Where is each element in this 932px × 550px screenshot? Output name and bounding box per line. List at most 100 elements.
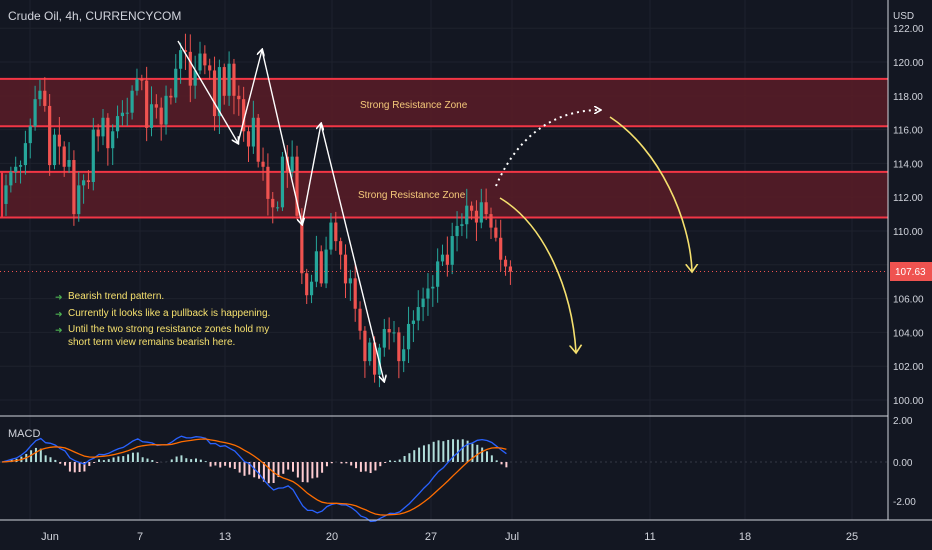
candle-body: [416, 307, 420, 321]
candle-body: [77, 185, 81, 215]
candle-body: [261, 161, 265, 167]
candle-body: [14, 166, 18, 172]
zone-label-lower: Strong Resistance Zone: [358, 190, 466, 201]
candle-body: [397, 332, 401, 362]
candle-body: [246, 131, 251, 147]
time-tick-label: 18: [739, 531, 751, 543]
candle-body: [125, 112, 129, 114]
candle-body: [343, 254, 348, 284]
zigzag-leg-3: [261, 49, 302, 224]
zone-label-upper: Strong Resistance Zone: [360, 100, 468, 111]
candle-body: [67, 160, 71, 167]
candle-body: [353, 278, 357, 309]
candle-body: [324, 249, 328, 284]
candle-body: [402, 349, 406, 362]
candle-body: [266, 166, 270, 199]
candle-body: [43, 90, 47, 106]
candle-body: [339, 241, 343, 255]
zigzag-drawing: [177, 40, 384, 381]
candle-body: [382, 329, 386, 348]
candle-body: [242, 99, 246, 132]
price-tick-label: 104.00: [893, 328, 924, 339]
candle-body: [91, 129, 95, 182]
candle-body: [164, 95, 168, 125]
macd-line: [1, 435, 507, 523]
candle-body: [38, 90, 42, 100]
candle-body: [508, 266, 512, 272]
candle-body: [455, 225, 459, 237]
note-text: Bearish trend pattern.: [68, 291, 165, 302]
zigzag-leg-4: [301, 124, 321, 225]
candle-body: [305, 273, 309, 296]
candle-body: [387, 329, 391, 333]
candle-body: [135, 78, 139, 91]
candle-body: [145, 80, 149, 128]
bullet-arrow-icon: ➜: [55, 292, 63, 302]
macd-scale[interactable]: 2.00 0.00 -2.00: [893, 416, 916, 508]
candle-body: [212, 70, 217, 117]
candle-body: [183, 50, 188, 52]
macd-label[interactable]: MACD: [8, 428, 41, 440]
candle-body: [18, 165, 23, 167]
candle-body: [149, 104, 154, 128]
candle-body: [392, 332, 396, 334]
zigzag-leg-5: [320, 123, 384, 381]
candle-body: [314, 251, 318, 282]
candle-body: [295, 156, 299, 216]
projection-down-arrow-left: [499, 197, 576, 352]
candle-body: [329, 222, 333, 250]
price-tick-label: 122.00: [893, 24, 924, 35]
current-price-value: 107.63: [895, 267, 926, 278]
candle-body: [484, 202, 488, 215]
candle-body: [334, 222, 338, 242]
candle-body: [188, 51, 192, 86]
candle-body: [300, 215, 304, 274]
candle-body: [159, 107, 163, 125]
symbol-title[interactable]: Crude Oil, 4h, CURRENCYCOM: [8, 9, 182, 23]
candle-body: [445, 254, 449, 265]
candle-body: [115, 116, 120, 132]
candle-body: [52, 134, 57, 166]
signal-line: [1, 438, 507, 516]
candle-body: [421, 298, 425, 308]
time-tick-label: Jun: [41, 531, 59, 543]
candle-body: [9, 171, 13, 186]
candle-body: [411, 320, 415, 324]
time-tick-label: 27: [425, 531, 437, 543]
candle-body: [237, 95, 241, 100]
resistance-zone: [0, 171, 888, 218]
candle-body: [503, 259, 508, 267]
candle-body: [431, 286, 435, 289]
candle-body: [48, 105, 52, 166]
time-tick-label: 7: [137, 531, 143, 543]
candles: [4, 33, 512, 388]
zigzag-leg-2: [237, 50, 262, 144]
candle-body: [436, 261, 440, 287]
price-tick-label: 118.00: [893, 92, 923, 103]
price-tick-label: 120.00: [893, 58, 924, 69]
candle-body: [179, 50, 183, 69]
time-axis[interactable]: Jun 7 13 20 27 Jul 11 18 25: [41, 531, 858, 543]
time-tick-label: 25: [846, 531, 858, 543]
candle-body: [426, 288, 430, 299]
time-tick-label: 13: [219, 531, 231, 543]
candle-body: [358, 308, 362, 331]
macd-tick-label: 2.00: [893, 416, 913, 427]
candle-body: [154, 104, 158, 108]
price-scale[interactable]: 122.00 120.00 118.00 116.00 114.00 112.00 110.…: [893, 24, 924, 407]
note-item: ➜ Currently it looks like a pullback is h…: [55, 308, 270, 321]
price-tick-label: 102.00: [893, 362, 924, 373]
time-tick-label: Jul: [505, 531, 519, 543]
candle-body: [33, 99, 37, 127]
price-tick-label: 100.00: [893, 396, 924, 407]
candle-body: [72, 160, 76, 215]
candle-body: [203, 53, 207, 66]
candle-body: [276, 207, 280, 209]
candle-body: [62, 146, 66, 167]
candle-body: [169, 95, 173, 98]
candle-body: [232, 63, 236, 96]
annotation-notes: ➜ Bearish trend pattern. ➜ Currently it lo…: [55, 291, 270, 353]
candle-body: [208, 65, 212, 71]
candle-body: [460, 224, 464, 226]
